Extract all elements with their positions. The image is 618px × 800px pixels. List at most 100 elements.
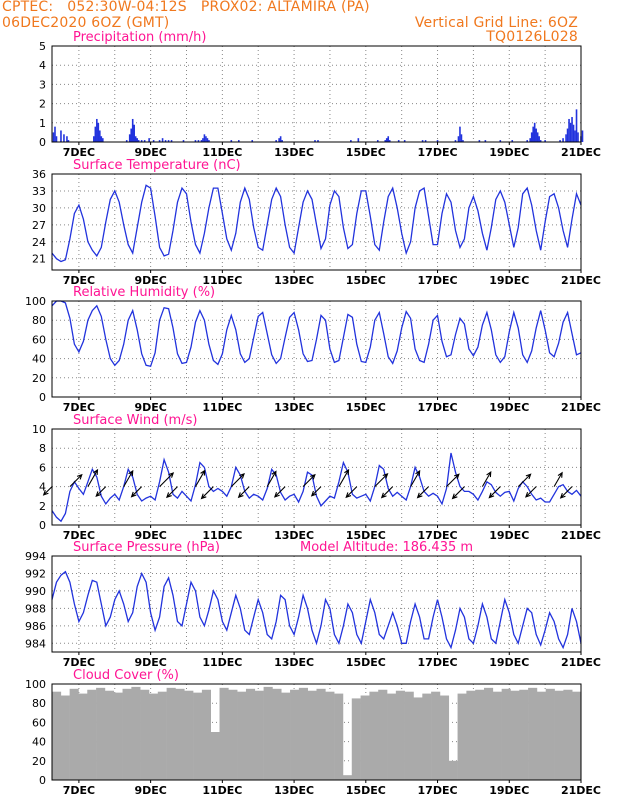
x-tick-label: 7DEC <box>63 401 95 414</box>
cloud-bar <box>334 693 344 780</box>
x-tick-label: 13DEC <box>274 274 314 287</box>
wind-arrow <box>130 486 143 498</box>
cloud-bar <box>342 775 353 780</box>
cloud-bar <box>528 687 538 780</box>
cloud-bar <box>104 690 115 780</box>
x-tick-label: 13DEC <box>274 401 314 414</box>
precip-bar <box>194 140 197 142</box>
x-tick-label: 21DEC <box>561 529 601 542</box>
x-tick-label: 21DEC <box>561 274 601 287</box>
wind-arrow <box>42 486 53 496</box>
y-tick-label: 2 <box>39 500 46 513</box>
y-tick-label: 8 <box>39 442 46 455</box>
y-tick-label: 0 <box>39 774 46 787</box>
precip-bar <box>565 134 567 142</box>
precip-bar <box>568 118 570 142</box>
precip-bar <box>314 140 316 142</box>
precip-bar <box>526 140 529 142</box>
precip-bar <box>206 138 209 142</box>
wind-arrow <box>302 473 316 487</box>
precip-bar <box>275 140 277 142</box>
wind-arrow <box>273 486 286 498</box>
wind-line <box>51 452 582 523</box>
y-tick-label: 24 <box>32 236 46 249</box>
panel-title: Cloud Cover (%) <box>73 668 179 683</box>
cloud-bar <box>316 688 326 780</box>
cloud-bar <box>439 695 450 780</box>
y-tick-label: 33 <box>32 185 46 198</box>
y-tick-label: 994 <box>25 550 46 563</box>
x-tick-label: 17DEC <box>418 401 458 414</box>
cloud-bar <box>466 690 476 780</box>
precip-bar <box>203 134 206 142</box>
precip-bar <box>128 134 131 142</box>
series-temperature <box>51 184 582 263</box>
precip-bar <box>532 126 534 142</box>
precip-bar <box>148 138 150 142</box>
cloud-bar <box>148 693 159 780</box>
precip-bar <box>208 140 210 142</box>
cloud-bar <box>281 692 291 780</box>
cloud-bar <box>404 691 414 780</box>
y-tick-label: 20 <box>32 372 46 385</box>
x-tick-label: 7DEC <box>63 784 95 797</box>
precip-bar <box>424 140 427 142</box>
cloud-bar <box>395 690 405 780</box>
precip-bar <box>161 138 164 142</box>
x-tick-label: 19DEC <box>489 784 529 797</box>
x-tick-label: 15DEC <box>346 401 386 414</box>
precip-bar <box>533 122 536 142</box>
x-tick-label: 9DEC <box>134 274 166 287</box>
cloud-bar <box>157 691 167 780</box>
cloud-bar <box>87 689 97 780</box>
wind-arrow <box>559 486 573 499</box>
x-tick-label: 21DEC <box>561 401 601 414</box>
panel-title: Surface Temperature (nC) <box>73 158 241 173</box>
y-tick-label: 100 <box>25 678 46 691</box>
precip-bar <box>574 130 576 142</box>
cloud-bar <box>263 686 273 780</box>
cloud-bar <box>184 690 194 780</box>
pressure-line <box>51 570 582 650</box>
y-tick-label: 988 <box>25 602 46 615</box>
cloud-bar <box>484 687 494 780</box>
y-tick-label: 60 <box>32 716 46 729</box>
panel-title: Surface Wind (m/s) <box>73 413 197 428</box>
y-tick-label: 60 <box>32 333 46 346</box>
y-tick-label: 1 <box>39 117 46 130</box>
series-humidity <box>51 300 582 368</box>
x-tick-label: 15DEC <box>346 529 386 542</box>
precip-bar <box>143 140 146 142</box>
panel-temperature: 21 24 27 30 33 36 7DEC 9DEC 11DEC 13DEC 15DEC 17DEC… <box>32 158 601 287</box>
x-tick-label: 19DEC <box>489 656 529 669</box>
x-tick-label: 11DEC <box>202 529 242 542</box>
x-tick-label: 19DEC <box>489 401 529 414</box>
precip-bar <box>202 138 204 142</box>
y-tick-label: 10 <box>32 423 46 436</box>
precip-bar <box>54 126 56 142</box>
wind-arrow <box>517 473 532 487</box>
x-tick-label: 11DEC <box>202 146 242 159</box>
precip-bar <box>133 124 135 142</box>
precip-bar <box>125 140 128 142</box>
precip-bar <box>170 140 173 142</box>
cloud-bar <box>113 692 123 780</box>
panel-humidity: 0 20 40 60 80 100 7DEC 9DEC 11DEC 13DEC 15DEC 17DEC… <box>25 285 601 414</box>
precip-bar <box>197 140 200 142</box>
precip-bar <box>205 136 207 142</box>
panel-precipitation: 0 1 2 3 4 5 7DEC 9DEC 11DEC 13DEC 15DEC 17DEC 19DEC 2… <box>39 30 601 159</box>
cloud-bar <box>228 689 238 780</box>
series-wind <box>51 452 582 523</box>
precip-bar <box>136 138 138 142</box>
cloud-bar <box>69 688 79 780</box>
precip-bar <box>575 109 578 142</box>
y-tick-label: 36 <box>32 168 46 181</box>
x-tick-label: 13DEC <box>274 529 314 542</box>
precip-bar <box>281 140 283 142</box>
panel-title: Precipitation (mm/h) <box>73 30 206 45</box>
x-tick-label: 11DEC <box>202 401 242 414</box>
series-pressure <box>51 570 582 650</box>
precip-bar <box>403 140 406 142</box>
wind-arrow <box>237 486 250 499</box>
model-altitude-label: Model Altitude: 186.435 m <box>300 540 473 555</box>
